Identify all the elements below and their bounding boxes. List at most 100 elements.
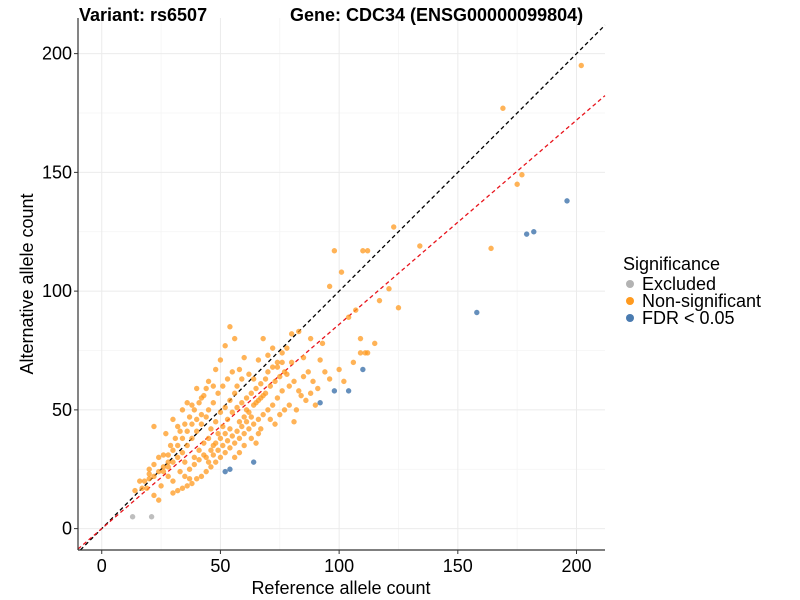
- legend-key-fdr: [626, 314, 634, 322]
- point-non-significant: [303, 397, 309, 404]
- x-tick-label: 50: [210, 556, 230, 576]
- point-non-significant: [296, 388, 302, 394]
- point-non-significant: [210, 400, 217, 406]
- point-non-significant: [312, 402, 319, 408]
- point-non-significant: [391, 224, 397, 230]
- point-non-significant: [208, 426, 214, 432]
- point-non-significant: [260, 335, 266, 342]
- point-non-significant: [189, 480, 195, 487]
- point-non-significant: [227, 426, 233, 432]
- point-non-significant: [215, 447, 221, 453]
- point-non-significant: [146, 471, 152, 477]
- point-fdr-0-05: [474, 309, 480, 316]
- point-non-significant: [243, 395, 250, 401]
- point-non-significant: [165, 452, 171, 458]
- point-non-significant: [288, 359, 295, 366]
- point-fdr-0-05: [360, 366, 366, 373]
- point-non-significant: [222, 449, 228, 456]
- point-non-significant: [241, 354, 247, 361]
- point-non-significant: [222, 430, 228, 437]
- point-non-significant: [269, 364, 276, 370]
- point-non-significant: [170, 478, 176, 484]
- point-non-significant: [239, 423, 245, 430]
- legend-label-non-significant: Non-significant: [642, 291, 761, 311]
- point-non-significant: [265, 407, 271, 413]
- point-non-significant: [300, 373, 307, 380]
- point-non-significant: [160, 452, 167, 458]
- legend-item-non-significant: Non-significant: [626, 291, 761, 311]
- legend-title: Significance: [623, 254, 720, 274]
- point-non-significant: [317, 357, 323, 363]
- point-non-significant: [172, 435, 179, 442]
- point-non-significant: [255, 397, 262, 404]
- point-non-significant: [151, 473, 157, 480]
- point-non-significant: [170, 490, 176, 496]
- point-non-significant: [186, 414, 193, 420]
- point-non-significant: [220, 383, 226, 389]
- point-non-significant: [279, 350, 285, 356]
- point-non-significant: [220, 423, 226, 430]
- point-non-significant: [260, 392, 266, 399]
- point-non-significant: [205, 459, 212, 465]
- point-non-significant: [253, 440, 259, 446]
- point-non-significant: [291, 378, 297, 385]
- point-non-significant: [137, 478, 143, 484]
- legend-label-fdr: FDR < 0.05: [642, 308, 735, 328]
- point-non-significant: [217, 357, 224, 363]
- point-non-significant: [167, 442, 174, 449]
- point-non-significant: [357, 335, 364, 342]
- point-non-significant: [272, 378, 278, 385]
- point-non-significant: [246, 426, 252, 432]
- point-non-significant: [386, 286, 392, 292]
- y-tick-label: 200: [42, 44, 72, 64]
- point-non-significant: [272, 421, 278, 427]
- point-non-significant: [196, 447, 202, 453]
- legend-key-non-significant: [626, 297, 634, 305]
- point-non-significant: [212, 440, 219, 446]
- point-non-significant: [151, 492, 157, 499]
- point-non-significant: [310, 378, 316, 385]
- point-non-significant: [231, 440, 238, 446]
- point-non-significant: [215, 390, 221, 396]
- point-non-significant: [336, 366, 342, 373]
- point-non-significant: [222, 404, 228, 411]
- point-non-significant: [395, 305, 402, 311]
- point-non-significant: [191, 454, 198, 461]
- point-non-significant: [220, 442, 226, 449]
- point-non-significant: [298, 392, 304, 399]
- point-fdr-0-05: [317, 400, 323, 406]
- point-non-significant: [267, 416, 273, 423]
- point-non-significant: [500, 105, 506, 111]
- point-non-significant: [519, 172, 525, 178]
- x-tick-label: 0: [97, 556, 107, 576]
- point-non-significant: [165, 473, 171, 480]
- x-tick-label: 200: [561, 556, 591, 576]
- point-non-significant: [353, 307, 359, 313]
- point-non-significant: [158, 483, 164, 489]
- point-non-significant: [189, 421, 195, 427]
- point-non-significant: [248, 390, 254, 396]
- point-non-significant: [210, 383, 217, 389]
- point-non-significant: [132, 487, 138, 494]
- point-non-significant: [215, 430, 221, 437]
- point-non-significant: [357, 350, 364, 356]
- point-non-significant: [279, 388, 285, 394]
- point-non-significant: [288, 331, 295, 337]
- point-non-significant: [186, 476, 193, 482]
- legend: Significance Excluded Non-significant FD…: [623, 254, 761, 328]
- point-non-significant: [250, 376, 257, 382]
- point-non-significant: [307, 335, 314, 342]
- point-non-significant: [284, 371, 290, 377]
- point-non-significant: [139, 485, 145, 491]
- point-non-significant: [179, 407, 186, 413]
- point-non-significant: [205, 378, 212, 385]
- y-tick-label: 0: [62, 519, 72, 539]
- point-fdr-0-05: [523, 231, 530, 237]
- grid: [78, 18, 605, 550]
- point-non-significant: [286, 383, 292, 389]
- point-non-significant: [208, 464, 214, 470]
- point-non-significant: [341, 378, 347, 385]
- point-non-significant: [165, 464, 171, 470]
- point-non-significant: [239, 400, 245, 406]
- x-tick-label: 150: [443, 556, 473, 576]
